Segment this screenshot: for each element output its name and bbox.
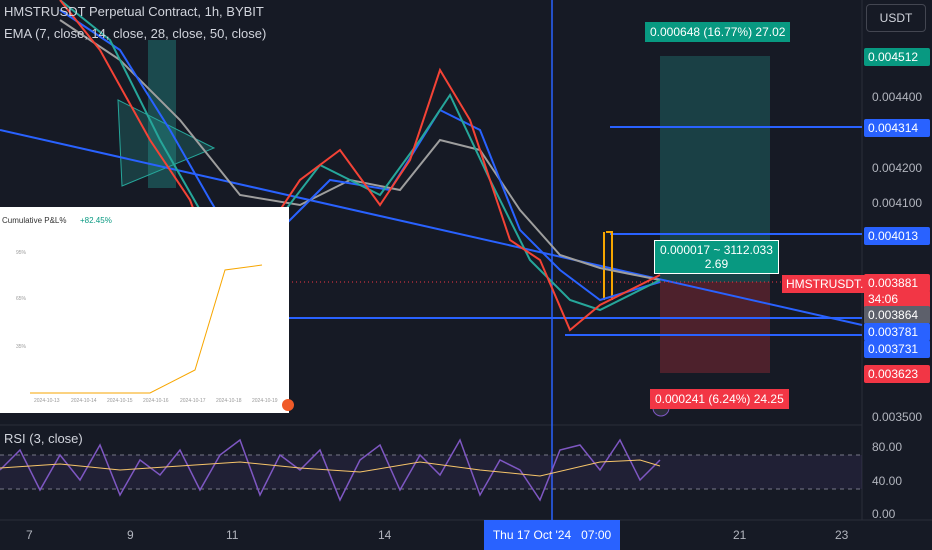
price-tick: 0.004100 xyxy=(872,196,923,210)
inset-ytick: 35% xyxy=(16,344,27,350)
price-label: 0.004512 xyxy=(864,48,930,66)
price-tick: 0.003500 xyxy=(872,410,923,424)
price-tick: 0.004200 xyxy=(872,161,923,175)
inset-xtick: 2024-10-18 xyxy=(216,398,242,404)
inset-xtick: 2024-10-16 xyxy=(143,398,169,404)
bar-marker xyxy=(603,231,613,300)
crosshair-time: Thu 17 Oct '24 07:00 xyxy=(492,528,612,542)
time-tick: 21 xyxy=(733,528,747,542)
inset-xtick: 2024-10-17 xyxy=(180,398,206,404)
rsi-bg xyxy=(0,455,862,489)
time-tick: 7 xyxy=(26,528,33,542)
loss-label: 0.000241 (6.24%) 24.25 xyxy=(650,389,789,409)
time-tick: 23 xyxy=(835,528,849,542)
indicator: EMA (7, close, 14, close, 28, close, 50,… xyxy=(4,26,267,41)
price-tick: 0.004400 xyxy=(872,90,923,104)
symbol-label: HMSTRUSDT.P xyxy=(782,275,876,293)
ema-14 xyxy=(59,0,661,312)
old-profit-zone xyxy=(148,40,176,188)
rsi-ma xyxy=(0,459,661,477)
time-tick: 14 xyxy=(378,528,392,542)
rsi-title: RSI (3, close) xyxy=(4,431,83,446)
price-label: 0.003781 xyxy=(864,323,930,341)
title: HMSTRUSDT Perpetual Contract, 1h, BYBIT xyxy=(4,4,264,19)
pnl-inset xyxy=(0,207,289,413)
rsi-tick: 80.00 xyxy=(872,440,903,454)
price-label: 0.003731 xyxy=(864,340,930,358)
inset-title: Cumulative P&L% xyxy=(2,216,67,225)
rsi-line xyxy=(0,438,661,502)
trend-line xyxy=(0,129,863,326)
inset-xtick: 2024-10-15 xyxy=(107,398,133,404)
price-label: 0.004013 xyxy=(864,227,930,245)
inset-xtick: 2024-10-19 xyxy=(252,398,278,404)
inset-ytick: 95% xyxy=(16,250,27,256)
crosshair-time-bg xyxy=(484,520,620,550)
price-label: 0.003623 xyxy=(864,365,930,383)
inset-badge xyxy=(282,399,294,411)
price-label: 0.004314 xyxy=(864,119,930,137)
price-label: 0.003864 xyxy=(864,306,930,324)
price-label: 0.003881 xyxy=(864,274,930,292)
inset-value: +82.45% xyxy=(80,216,112,225)
ema-7 xyxy=(59,0,661,332)
loss-zone xyxy=(660,282,770,373)
entry-text: 2.69 xyxy=(704,257,729,271)
time-tick: 11 xyxy=(226,528,239,542)
pnl-line xyxy=(30,264,263,394)
profit-label: 0.000648 (16.77%) 27.02 xyxy=(645,22,791,42)
rsi-tick: 0.00 xyxy=(872,507,896,521)
entry-text: 0.000017 ~ 3112.033 xyxy=(660,243,773,257)
time-tick: 9 xyxy=(127,528,134,542)
countdown: 34:06 xyxy=(864,290,930,308)
inset-ytick: 65% xyxy=(16,296,27,302)
currency-button[interactable]: USDT xyxy=(866,4,926,32)
rsi-tick: 40.00 xyxy=(872,474,903,488)
entry-label: 0.000017 ~ 3112.033 2.69 xyxy=(654,240,779,274)
inset-xtick: 2024-10-13 xyxy=(34,398,60,404)
ema-50 xyxy=(59,19,661,281)
inset-xtick: 2024-10-14 xyxy=(71,398,97,404)
